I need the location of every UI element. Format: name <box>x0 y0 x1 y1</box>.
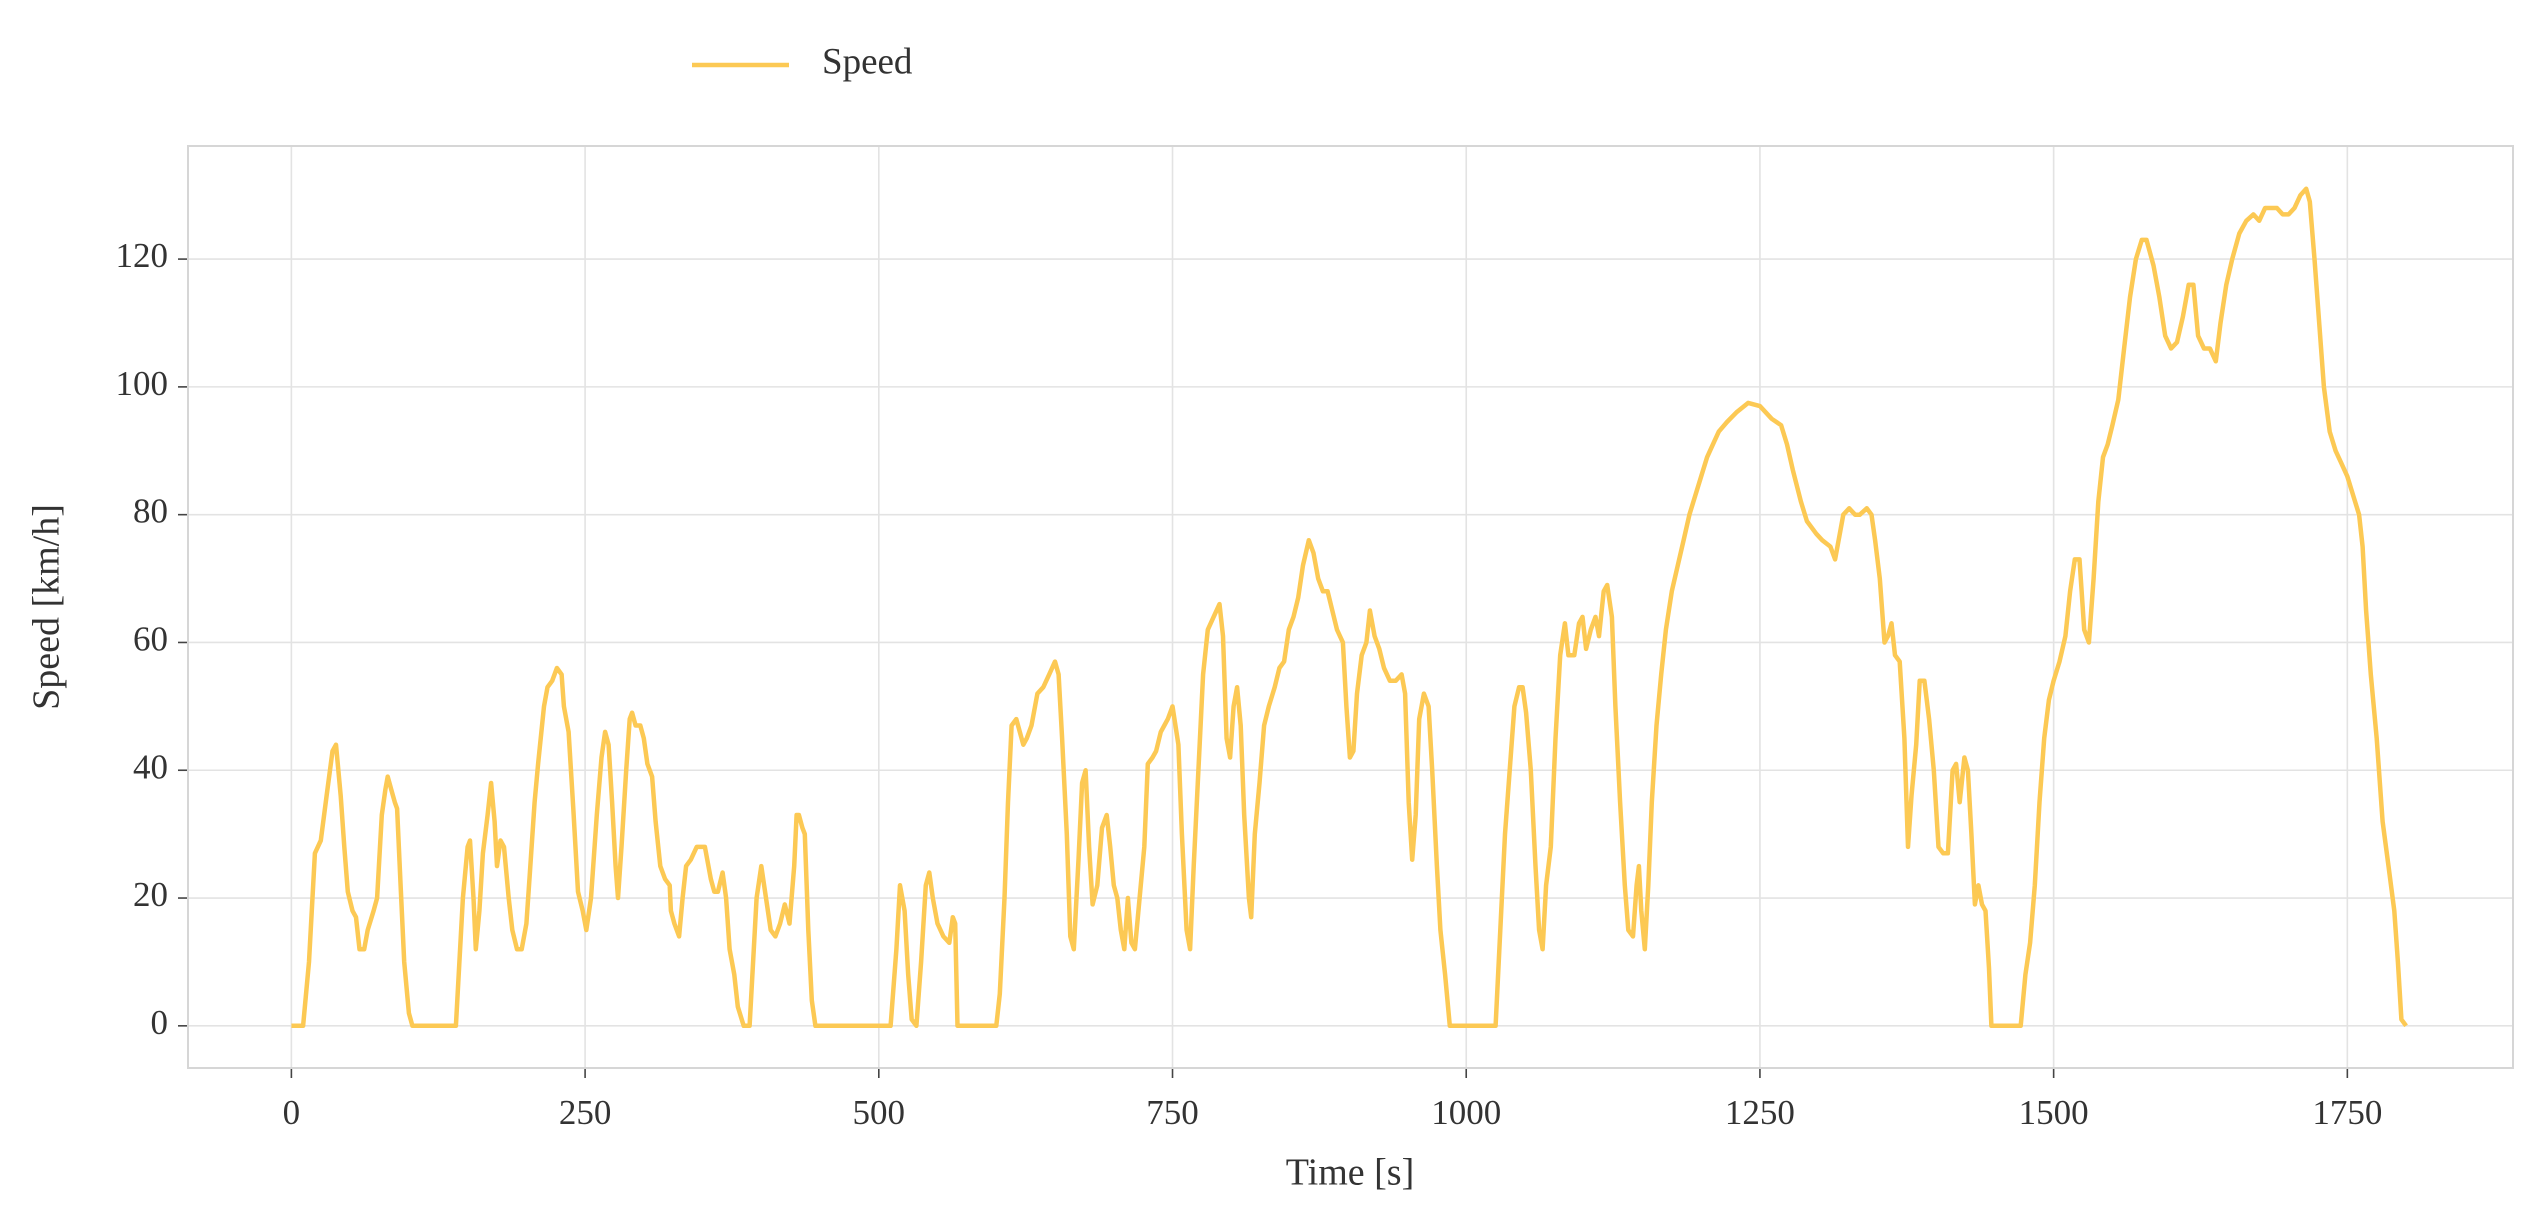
y-tick-label: 20 <box>133 875 168 914</box>
series-line <box>291 186 2408 1029</box>
plot-frame <box>187 145 2514 1069</box>
x-tick-label: 500 <box>853 1093 906 1132</box>
x-tick-label: 1500 <box>2019 1093 2089 1132</box>
x-tick-label: 250 <box>559 1093 612 1132</box>
y-tick-label: 0 <box>151 1003 169 1042</box>
y-tick-label: 40 <box>133 747 168 786</box>
y-tick-label: 80 <box>133 492 168 531</box>
x-tick-label: 1750 <box>2312 1093 2382 1132</box>
legend-label: Speed <box>822 41 913 82</box>
x-tick-label: 750 <box>1146 1093 1199 1132</box>
y-tick-label: 120 <box>116 236 169 275</box>
x-axis-label: Time [s] <box>1286 1152 1414 1194</box>
x-tick-label: 1000 <box>1431 1093 1501 1132</box>
y-axis-label: Speed [km/h] <box>26 504 68 710</box>
x-tick-label: 0 <box>283 1093 301 1132</box>
y-tick-label: 100 <box>116 364 169 403</box>
y-tick-label: 60 <box>133 619 168 658</box>
x-tick-label: 1250 <box>1725 1093 1795 1132</box>
